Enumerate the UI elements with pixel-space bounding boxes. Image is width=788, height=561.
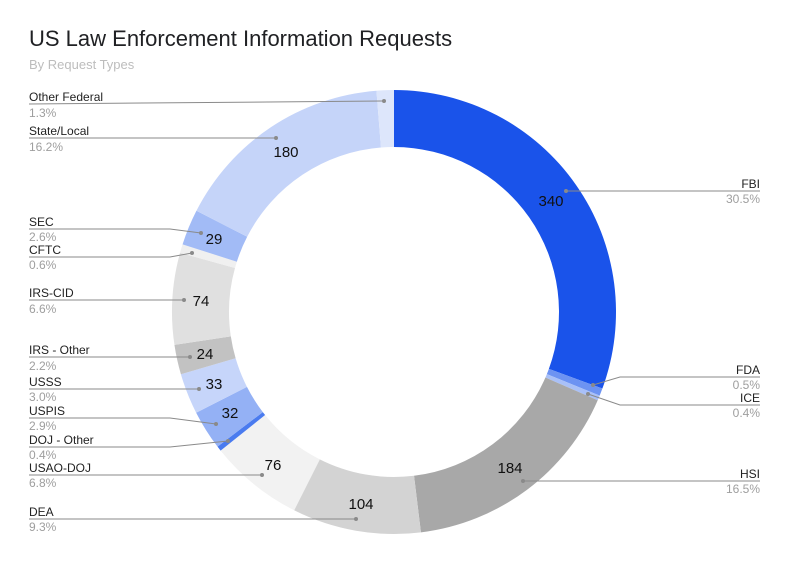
label-doj-other: DOJ - Other [29, 433, 94, 447]
pct-fda: 0.5% [733, 378, 761, 392]
pct-sec: 2.6% [29, 230, 57, 244]
slice-irs-cid [171, 252, 235, 345]
right-slice-labels: FBI 30.5% FDA 0.5% ICE 0.4% HSI 16.5% [726, 177, 760, 496]
value-irs-cid: 74 [193, 293, 210, 310]
pct-irs-other: 2.2% [29, 359, 57, 373]
label-ice: ICE [740, 391, 760, 405]
label-dea: DEA [29, 505, 54, 519]
pct-usao-doj: 6.8% [29, 476, 57, 490]
slice-fbi [394, 90, 616, 389]
label-usss: USSS [29, 375, 62, 389]
pct-cftc: 0.6% [29, 258, 57, 272]
value-usss: 33 [206, 376, 223, 393]
slice-irs-other [174, 336, 236, 375]
pct-other-federal: 1.3% [29, 106, 57, 120]
slice-usao-doj [220, 415, 320, 511]
pct-dea: 9.3% [29, 520, 57, 534]
label-hsi: HSI [740, 467, 760, 481]
chart-subtitle: By Request Types [29, 57, 135, 72]
pct-fbi: 30.5% [726, 192, 760, 206]
value-uspis: 32 [222, 405, 239, 422]
pct-doj-other: 0.4% [29, 448, 57, 462]
label-fda: FDA [736, 363, 760, 377]
value-dea: 104 [348, 496, 373, 513]
value-usao-doj: 76 [265, 457, 282, 474]
donut-slices [171, 90, 616, 535]
value-fbi: 340 [538, 193, 563, 210]
slice-sec [182, 210, 248, 262]
label-cftc: CFTC [29, 243, 61, 257]
left-slice-labels: Other Federal 1.3% State/Local 16.2% SEC… [29, 90, 103, 534]
pct-usss: 3.0% [29, 390, 57, 404]
slice-other-federal [376, 90, 394, 148]
slice-usss [180, 358, 247, 413]
pct-uspis: 2.9% [29, 419, 57, 433]
label-irs-other: IRS - Other [29, 343, 90, 357]
label-usao-doj: USAO-DOJ [29, 461, 91, 475]
pct-irs-cid: 6.6% [29, 302, 57, 316]
leader-lines [28, 99, 760, 521]
pct-hsi: 16.5% [726, 482, 760, 496]
value-hsi: 184 [497, 460, 522, 477]
label-sec: SEC [29, 215, 54, 229]
slice-hsi [414, 377, 598, 533]
slice-cftc [180, 244, 237, 268]
value-state-local: 180 [273, 144, 298, 161]
chart-title: US Law Enforcement Information Requests [29, 26, 453, 51]
label-fbi: FBI [741, 177, 760, 191]
value-irs-other: 24 [197, 346, 214, 363]
value-sec: 29 [206, 231, 223, 248]
pct-state-local: 16.2% [29, 140, 63, 154]
slice-dea [294, 459, 421, 535]
label-irs-cid: IRS-CID [29, 286, 74, 300]
label-other-federal: Other Federal [29, 90, 103, 104]
label-uspis: USPIS [29, 404, 65, 418]
slice-uspis [196, 386, 263, 447]
label-state-local: State/Local [29, 124, 89, 138]
slice-value-labels: 340 184 104 76 32 33 24 74 29 180 [193, 144, 564, 513]
pct-ice: 0.4% [733, 406, 761, 420]
slice-fda [546, 368, 603, 396]
slice-state-local [196, 90, 381, 237]
